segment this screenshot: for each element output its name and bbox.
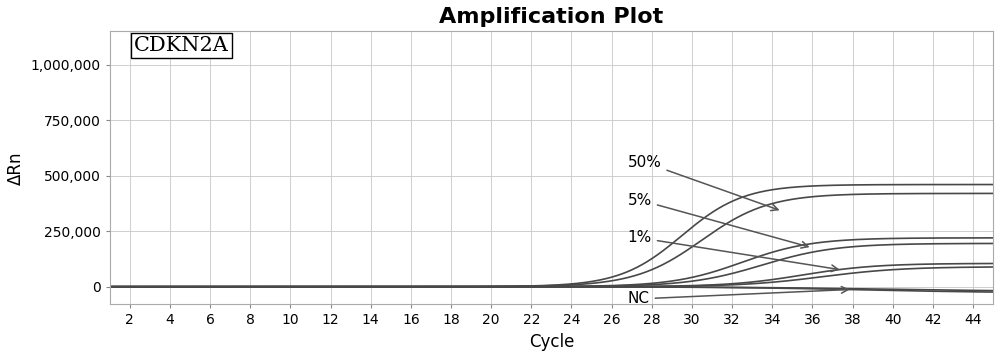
Text: 50%: 50% [628, 155, 778, 211]
Text: CDKN2A: CDKN2A [134, 36, 229, 55]
Title: Amplification Plot: Amplification Plot [439, 7, 663, 27]
Y-axis label: ΔRn: ΔRn [7, 151, 25, 185]
Text: NC: NC [628, 286, 848, 306]
X-axis label: Cycle: Cycle [529, 333, 574, 351]
Text: 5%: 5% [628, 193, 808, 248]
Text: 1%: 1% [628, 230, 838, 272]
